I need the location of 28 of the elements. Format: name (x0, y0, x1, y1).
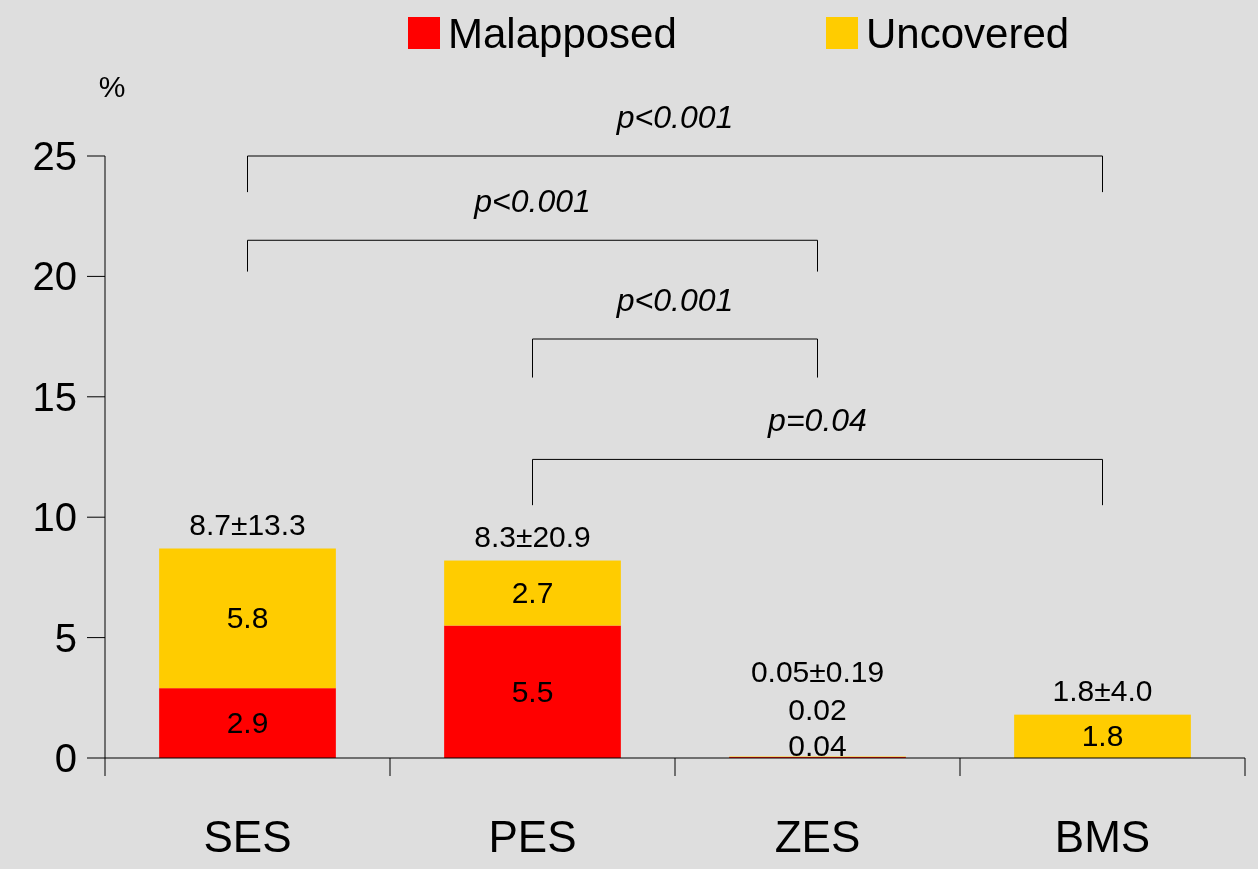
text: p<0.001 (615, 99, 734, 135)
x-tick-label: SES (203, 812, 292, 861)
annotation: p=0.04 (767, 402, 867, 439)
legend-label: Malapposed (448, 10, 677, 57)
x-tick-label: ZES (774, 812, 861, 861)
x-tick-label: BMS (1054, 812, 1151, 861)
y-tick-label: 15 (32, 374, 77, 419)
total-label: 1.8±4.0 (1052, 673, 1153, 707)
y-tick-label: 10 (32, 495, 77, 540)
data-label: 0.02 (788, 693, 847, 726)
data-label: 5.8 (226, 601, 269, 635)
data-label: 2.9 (226, 706, 269, 740)
data-label: 1.8 (1081, 719, 1124, 753)
total-label: 0.05±0.19 (750, 655, 885, 688)
y-axis-title: % (98, 70, 126, 103)
annotation: p<0.001 (473, 183, 591, 220)
data-label: 2.7 (511, 576, 554, 610)
x-tick-label: PES (488, 812, 577, 861)
annotation: p<0.001 (615, 282, 734, 319)
data-label: 5.5 (511, 674, 554, 708)
data-label: 0.04 (788, 729, 847, 762)
y-tick-label: 5 (54, 615, 77, 660)
total-label: 8.3±20.9 (474, 519, 591, 553)
y-tick-label: 20 (32, 254, 77, 299)
y-tick-label: 25 (32, 134, 77, 178)
total-label: 8.7±13.3 (189, 507, 306, 541)
legend-label: Uncovered (866, 10, 1070, 57)
y-tick-label: 0 (54, 736, 77, 780)
